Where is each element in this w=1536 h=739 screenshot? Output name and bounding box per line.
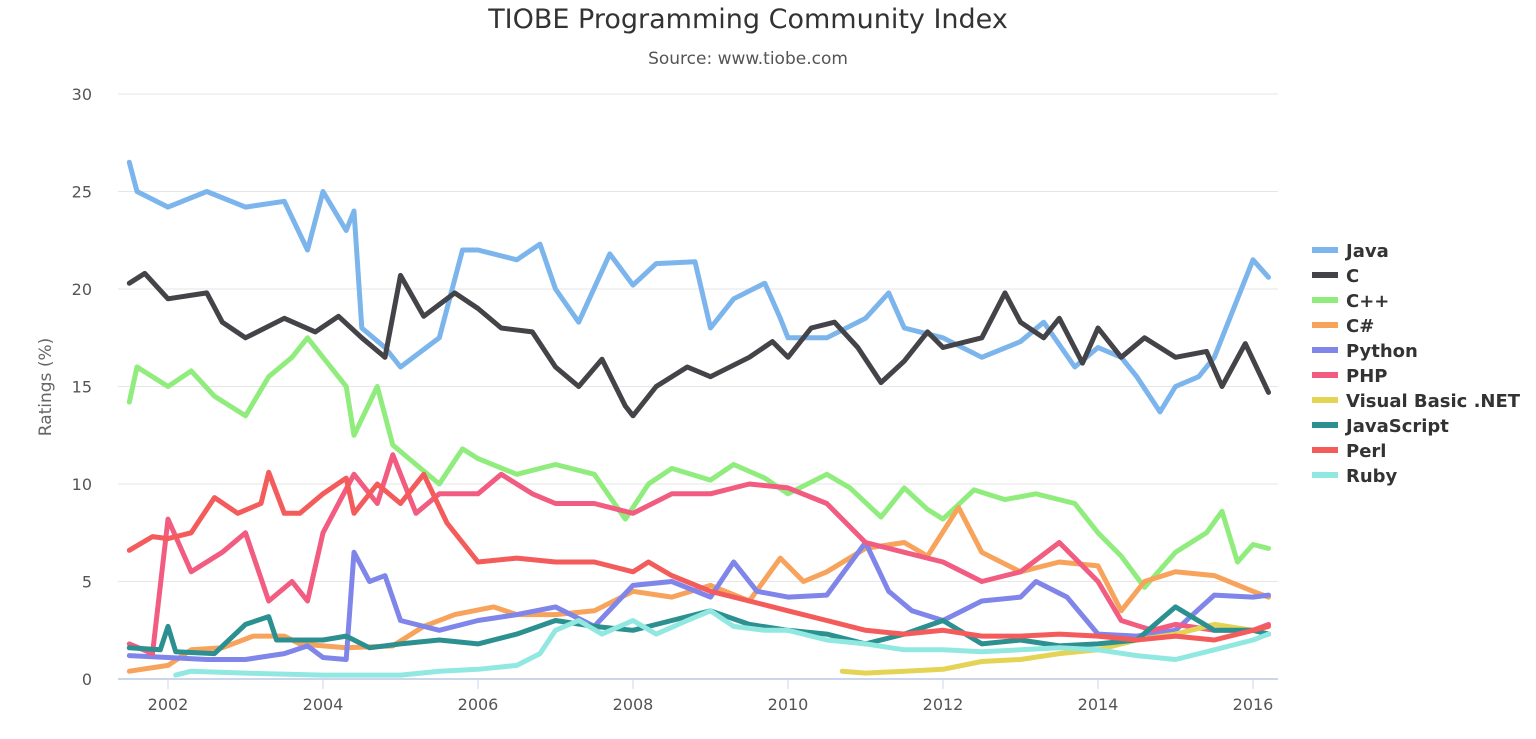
series-line-php [126, 452, 1271, 657]
legend-label: Python [1346, 341, 1418, 362]
legend-swatch [1312, 247, 1338, 253]
legend-item[interactable]: Ruby [1312, 466, 1398, 487]
legend-swatch [1312, 397, 1338, 403]
legend-swatch [1312, 447, 1338, 453]
series-line-c- [126, 504, 1271, 674]
legend-label: C [1346, 266, 1359, 287]
legend-item[interactable]: C++ [1312, 291, 1389, 312]
legend-item[interactable]: Python [1312, 341, 1418, 362]
legend-swatch [1312, 422, 1338, 428]
series-line-visual-basic-net [839, 621, 1271, 676]
legend-swatch [1312, 347, 1338, 353]
x-tick-label: 2012 [923, 695, 964, 714]
series-line-java [126, 159, 1271, 415]
y-tick-label: 10 [72, 475, 92, 494]
x-tick-label: 2004 [303, 695, 344, 714]
legend-swatch [1312, 272, 1338, 278]
legend-label: PHP [1346, 366, 1387, 387]
series-line-javascript [126, 604, 1271, 657]
x-axis: 2002 2004 2006 2008 2010 2012 2014 2016 [118, 678, 1278, 714]
y-axis-ticks: 0 5 10 15 20 25 30 [72, 85, 92, 689]
legend-label: Perl [1346, 441, 1386, 462]
series-lines [126, 159, 1271, 678]
legend-label: C# [1346, 316, 1374, 337]
y-tick-label: 0 [82, 670, 92, 689]
legend-label: Java [1344, 241, 1389, 262]
series-line-ruby [173, 608, 1271, 678]
legend-swatch [1312, 472, 1338, 478]
legend-item[interactable]: C# [1312, 316, 1374, 337]
gridlines [118, 93, 1278, 582]
y-tick-label: 20 [72, 280, 92, 299]
legend-item[interactable]: JavaScript [1312, 416, 1449, 437]
legend-label: JavaScript [1344, 416, 1449, 437]
series-line-python [126, 540, 1271, 662]
y-tick-label: 25 [72, 183, 92, 202]
legend: Java C C++ C# Python PHP Visual Basic .NET Java… [1312, 241, 1521, 487]
x-tick-label: 2008 [613, 695, 654, 714]
chart-title: TIOBE Programming Community Index [488, 4, 1008, 35]
legend-item[interactable]: Perl [1312, 441, 1386, 462]
legend-item[interactable]: PHP [1312, 366, 1387, 387]
x-tick-label: 2006 [458, 695, 499, 714]
legend-item[interactable]: C [1312, 266, 1359, 287]
legend-item[interactable]: Java [1312, 241, 1389, 262]
legend-label: Visual Basic .NET [1346, 391, 1521, 412]
legend-swatch [1312, 297, 1338, 303]
x-tick-label: 2010 [768, 695, 809, 714]
legend-label: Ruby [1346, 466, 1398, 487]
x-tick-label: 2014 [1078, 695, 1119, 714]
legend-item[interactable]: Visual Basic .NET [1312, 391, 1521, 412]
x-tick-label: 2002 [148, 695, 189, 714]
y-tick-label: 15 [72, 378, 92, 397]
series-line-perl [126, 469, 1271, 643]
y-tick-label: 30 [72, 85, 92, 104]
x-tick-label: 2016 [1233, 695, 1274, 714]
series-line-c- [126, 335, 1271, 590]
legend-label: C++ [1346, 291, 1389, 312]
legend-swatch [1312, 322, 1338, 328]
series-line-c [126, 270, 1271, 419]
chart-subtitle: Source: www.tiobe.com [648, 49, 848, 69]
y-tick-label: 5 [82, 573, 92, 592]
legend-swatch [1312, 372, 1338, 378]
y-axis-label: Ratings (%) [36, 338, 56, 437]
